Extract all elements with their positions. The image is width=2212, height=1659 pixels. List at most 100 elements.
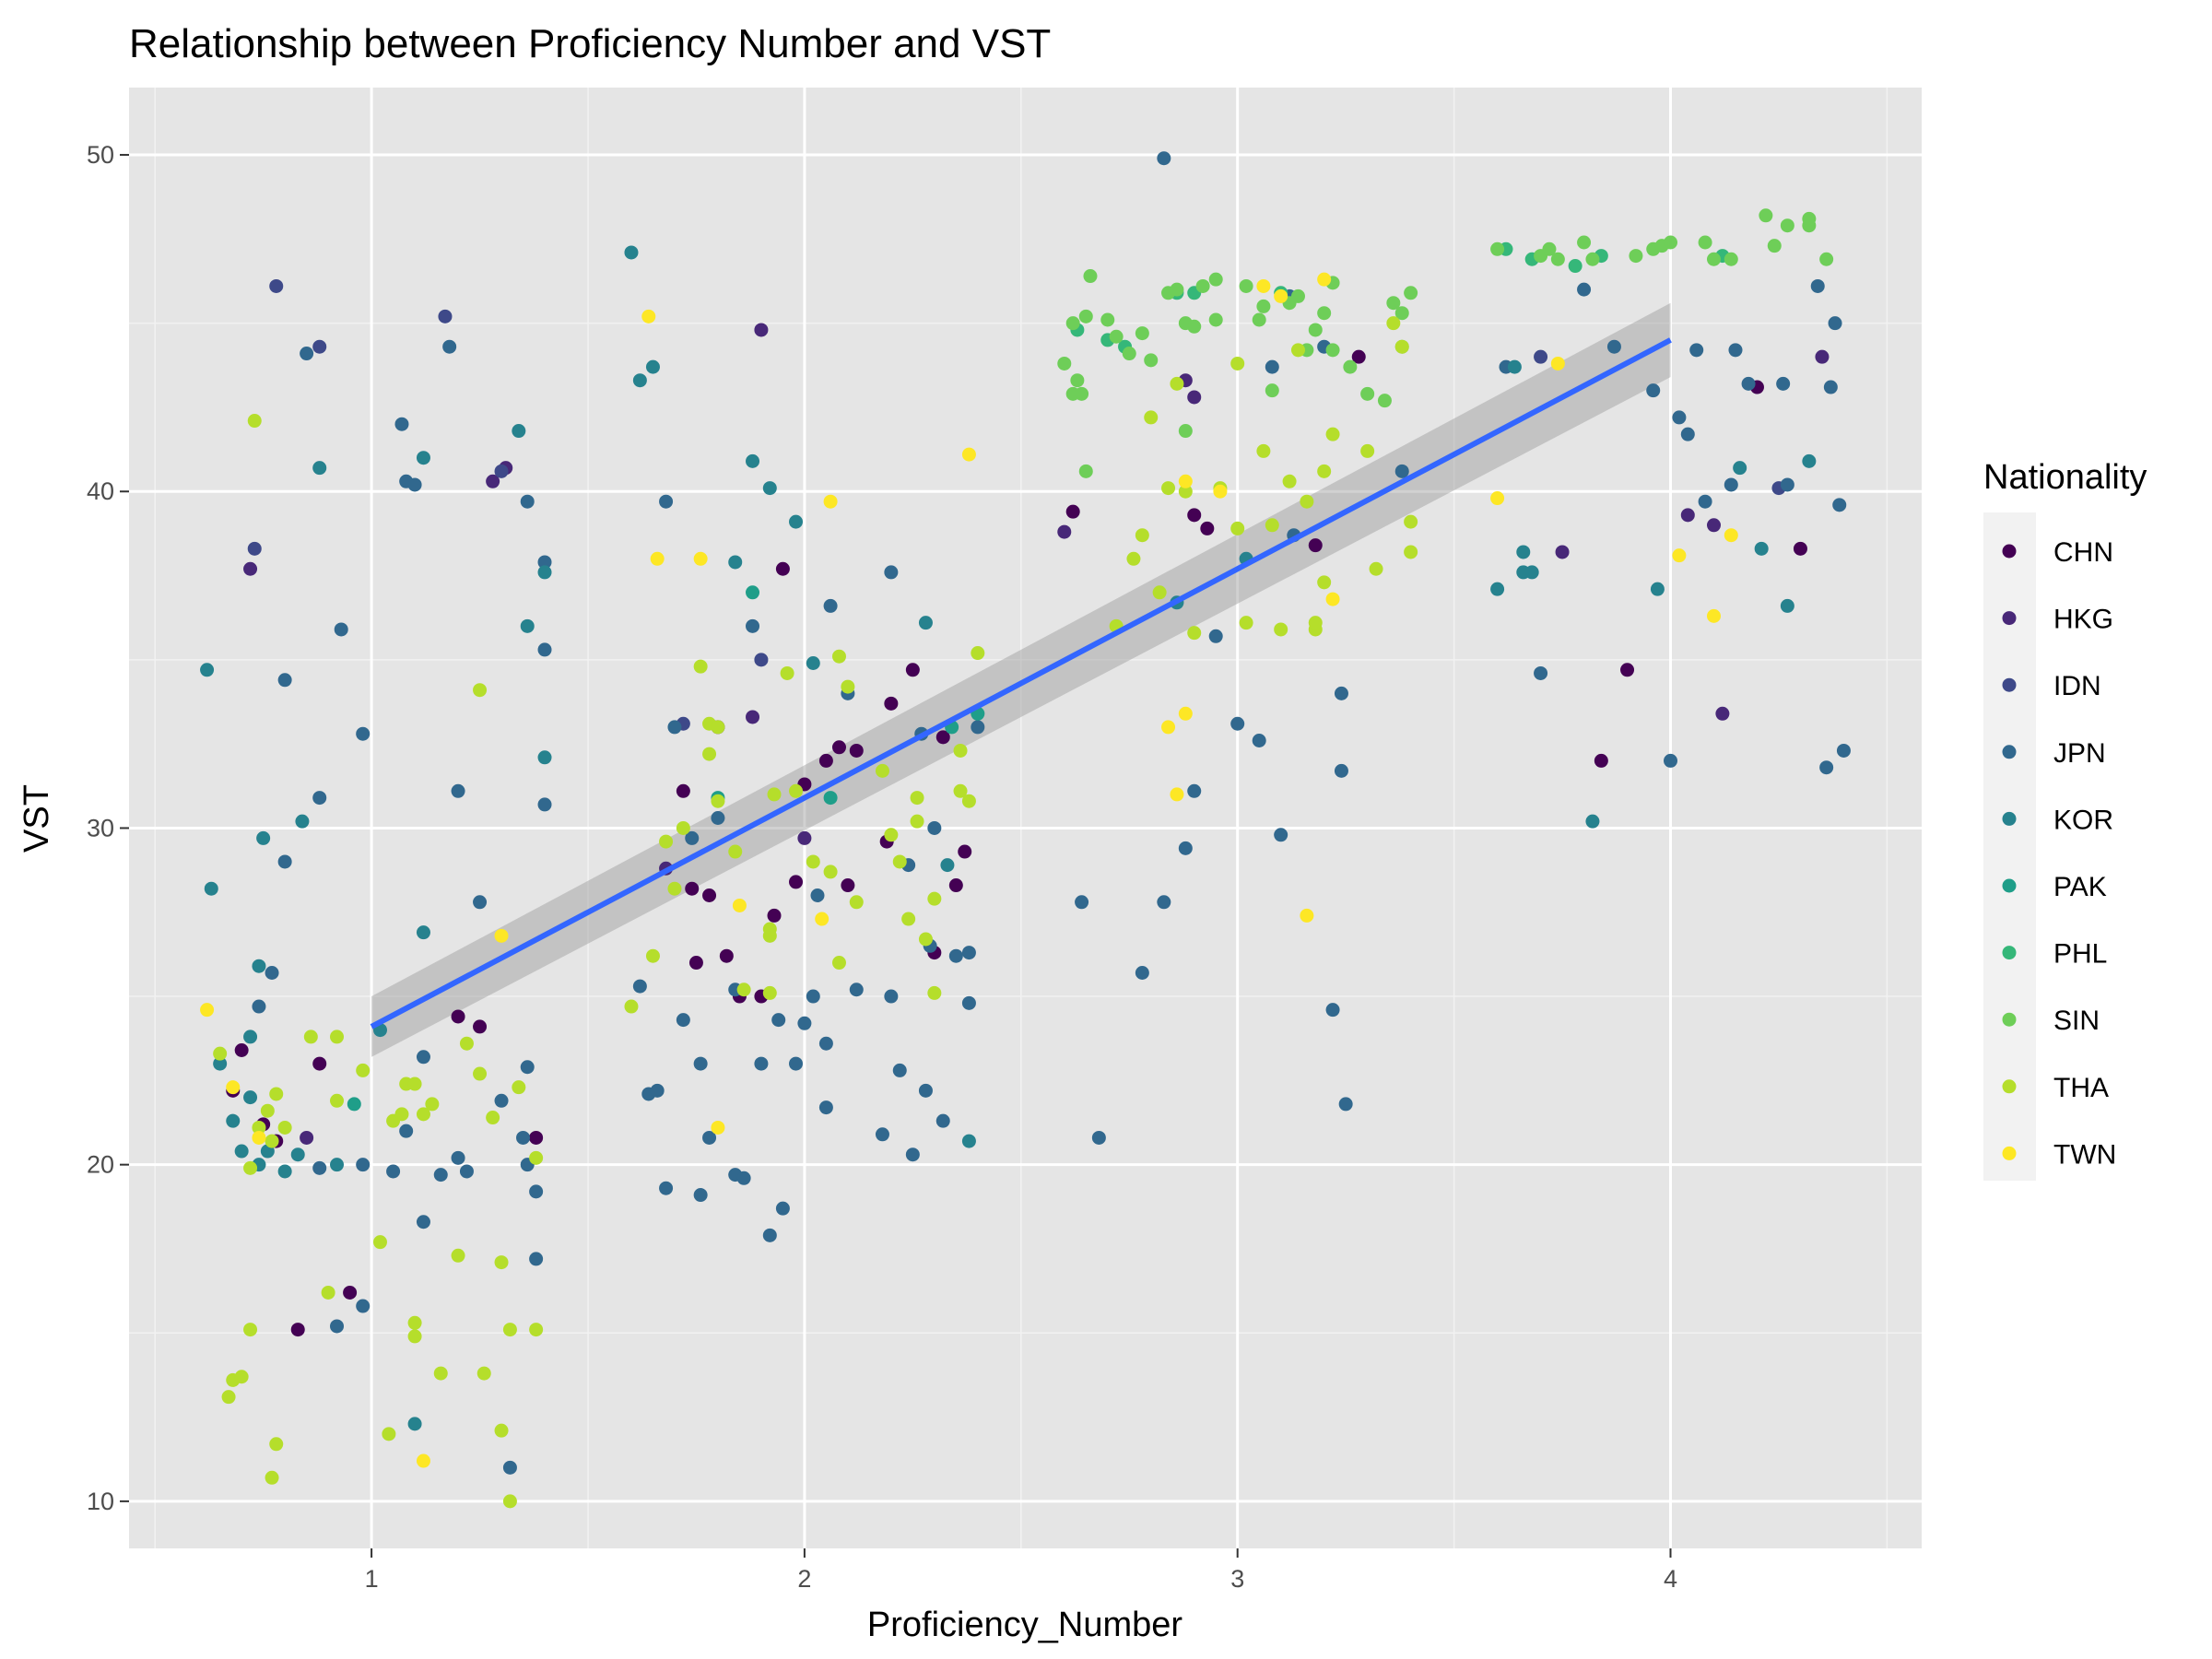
point-twn <box>1490 491 1505 506</box>
legend-label-idn: IDN <box>2053 671 2101 701</box>
point-tha <box>512 1080 526 1095</box>
legend-key-chn <box>2002 544 2017 559</box>
point-tha <box>529 1150 544 1165</box>
point-sin <box>1542 241 1557 256</box>
point-tha <box>789 783 804 798</box>
point-hkg <box>300 1130 314 1145</box>
point-tha <box>477 1366 491 1381</box>
point-tha <box>806 854 820 869</box>
point-tha <box>875 763 889 778</box>
point-hkg <box>1680 508 1695 523</box>
point-twn <box>1178 706 1193 721</box>
point-jpn <box>971 720 985 735</box>
point-tha <box>529 1323 544 1337</box>
point-hkg <box>1187 390 1202 405</box>
point-tha <box>473 1066 488 1081</box>
point-jpn <box>961 995 976 1010</box>
point-jpn <box>789 1056 804 1071</box>
point-sin <box>1585 252 1600 266</box>
point-chn <box>290 1323 305 1337</box>
point-twn <box>961 447 976 462</box>
point-twn <box>1724 528 1738 543</box>
legend-title: Nationality <box>1983 458 2147 497</box>
point-sin <box>1122 347 1136 361</box>
point-jpn <box>252 999 266 1014</box>
point-sin <box>1208 272 1223 287</box>
point-jpn <box>693 1188 708 1203</box>
point-sin <box>1394 306 1409 321</box>
point-chn <box>905 663 920 677</box>
point-chn <box>1200 521 1215 535</box>
point-kor <box>762 481 777 496</box>
point-tha <box>910 814 924 829</box>
point-sin <box>1759 208 1773 223</box>
point-twn <box>1178 474 1193 488</box>
point-sin <box>1343 359 1358 374</box>
point-idn <box>1534 349 1548 364</box>
point-jpn <box>1394 464 1409 478</box>
point-sin <box>1724 252 1738 266</box>
point-tha <box>473 683 488 698</box>
point-jpn <box>659 494 674 509</box>
point-kor <box>204 881 218 896</box>
point-jpn <box>927 820 942 835</box>
legend-key-tha <box>2002 1079 2017 1094</box>
point-jpn <box>1325 1003 1340 1018</box>
point-twn <box>200 1003 215 1018</box>
point-jpn <box>312 791 327 806</box>
y-tick-label: 40 <box>87 477 114 505</box>
point-jpn <box>1832 498 1847 512</box>
y-tick-label: 30 <box>87 814 114 841</box>
point-sin <box>1404 286 1418 300</box>
point-tha <box>1152 585 1167 600</box>
point-jpn <box>451 783 465 798</box>
legend-key-sin <box>2002 1012 2017 1027</box>
point-tha <box>416 1107 430 1122</box>
point-jpn <box>775 1201 790 1216</box>
point-hkg <box>1057 524 1072 539</box>
point-tha <box>321 1285 335 1300</box>
point-kor <box>200 663 215 677</box>
legend-label-chn: CHN <box>2053 537 2113 568</box>
point-jpn <box>386 1164 401 1179</box>
point-jpn <box>818 1036 833 1051</box>
point-pak <box>823 791 838 806</box>
point-tha <box>213 1046 228 1061</box>
point-kor <box>416 925 430 940</box>
plot-panel <box>129 88 1922 1548</box>
point-jpn <box>1664 753 1678 768</box>
point-jpn <box>1187 783 1202 798</box>
point-tha <box>356 1063 371 1077</box>
point-jpn <box>312 1160 327 1175</box>
point-sin <box>1780 218 1794 233</box>
point-kor <box>918 616 933 630</box>
point-sin <box>1208 312 1223 327</box>
point-jpn <box>1075 895 1089 910</box>
point-hkg <box>1715 706 1730 721</box>
point-kor <box>234 1144 249 1159</box>
point-twn <box>1550 356 1565 371</box>
point-tha <box>269 1437 284 1452</box>
point-jpn <box>1689 343 1704 358</box>
y-tick-label: 20 <box>87 1151 114 1179</box>
point-hkg <box>1706 518 1721 533</box>
point-jpn <box>1698 494 1712 509</box>
point-chn <box>1308 538 1323 553</box>
point-jpn <box>702 1130 717 1145</box>
point-idn <box>494 464 509 478</box>
point-kor <box>1524 565 1539 580</box>
point-jpn <box>1828 316 1842 331</box>
point-tha <box>1230 356 1245 371</box>
point-chn <box>1793 541 1807 556</box>
legend-key-phl <box>2002 946 2017 960</box>
point-sin <box>1629 249 1643 264</box>
chart-title: Relationship between Proficiency Number … <box>129 21 1051 66</box>
point-kor <box>520 618 535 633</box>
point-chn <box>935 730 950 745</box>
point-jpn <box>892 1063 907 1077</box>
point-tha <box>1317 464 1332 478</box>
point-tha <box>645 948 660 963</box>
point-tha <box>265 1470 279 1485</box>
point-hkg <box>243 561 258 576</box>
point-tha <box>425 1097 440 1112</box>
